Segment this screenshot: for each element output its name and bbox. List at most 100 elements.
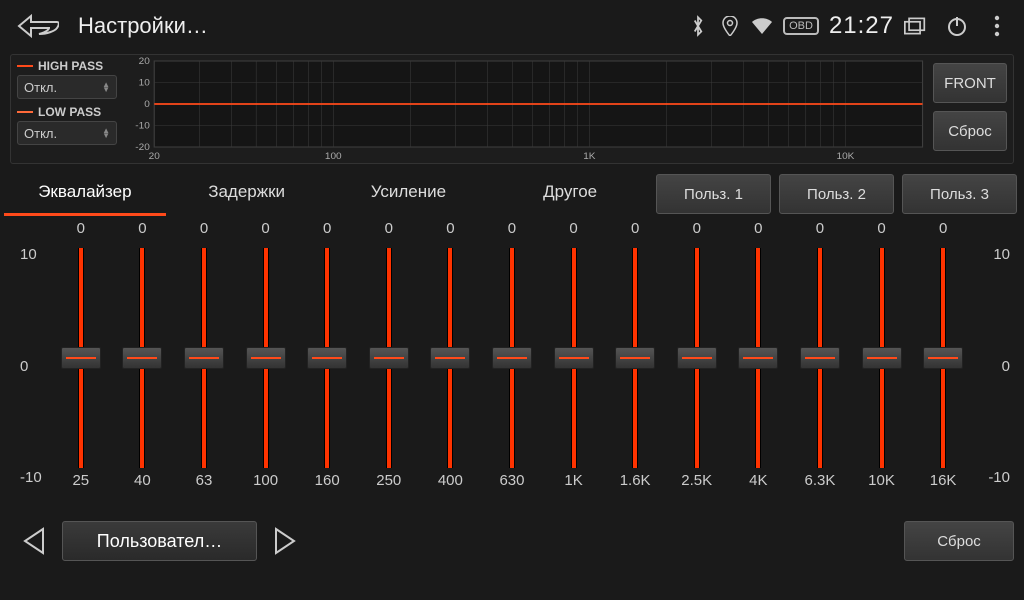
frequency-response-graph: 20100-10-20201001K10K <box>123 55 927 163</box>
eq-slider[interactable] <box>447 248 453 468</box>
high-pass-label: HIGH PASS <box>17 59 117 73</box>
next-preset-button[interactable] <box>263 521 309 561</box>
wifi-icon <box>751 15 773 37</box>
eq-freq-label: 6.3K <box>804 472 835 498</box>
power-icon[interactable] <box>946 15 968 37</box>
equalizer-area: 10 0 -10 0250400630100016002500400063001… <box>0 216 1024 516</box>
low-pass-select[interactable]: Откл. ▲▼ <box>17 121 117 145</box>
current-preset-display[interactable]: Пользовател… <box>62 521 257 561</box>
eq-value: 0 <box>631 220 639 244</box>
eq-band-400: 0 400 <box>420 220 482 516</box>
tab-2[interactable]: Усиление <box>328 170 490 216</box>
filter-panel: HIGH PASS Откл. ▲▼ LOW PASS Откл. ▲▼ 20 1… <box>10 54 1014 164</box>
eq-band-250: 0 250 <box>358 220 420 516</box>
tab-1[interactable]: Задержки <box>166 170 328 216</box>
eq-scale-right: 10 0 -10 <box>974 220 1010 516</box>
location-icon <box>719 15 741 37</box>
svg-text:20: 20 <box>139 57 150 67</box>
bottom-bar: Пользовател… Сброс <box>0 516 1024 566</box>
svg-text:100: 100 <box>325 151 342 161</box>
eq-value: 0 <box>754 220 762 244</box>
eq-slider[interactable] <box>509 248 515 468</box>
eq-freq-label: 2.5K <box>681 472 712 498</box>
eq-freq-label: 10K <box>868 472 895 498</box>
high-pass-select[interactable]: Откл. ▲▼ <box>17 75 117 99</box>
eq-value: 0 <box>508 220 516 244</box>
eq-value: 0 <box>323 220 331 244</box>
page-title: Настройки… <box>78 13 208 39</box>
eq-slider[interactable] <box>386 248 392 468</box>
svg-text:0: 0 <box>144 99 150 109</box>
eq-band-1.6K: 0 1.6K <box>604 220 666 516</box>
eq-freq-label: 40 <box>134 472 151 498</box>
svg-text:-10: -10 <box>135 121 150 131</box>
eq-slider[interactable] <box>139 248 145 468</box>
reset-filter-button[interactable]: Сброс <box>933 111 1007 151</box>
eq-slider[interactable] <box>632 248 638 468</box>
back-button[interactable] <box>16 12 60 40</box>
eq-slider[interactable] <box>201 248 207 468</box>
eq-band-16K: 0 16K <box>912 220 974 516</box>
eq-value: 0 <box>569 220 577 244</box>
preset-3-button[interactable]: Польз. 3 <box>902 174 1017 214</box>
eq-band-25: 0 25 <box>50 220 112 516</box>
eq-value: 0 <box>816 220 824 244</box>
eq-slider[interactable] <box>694 248 700 468</box>
bluetooth-icon <box>687 15 709 37</box>
eq-freq-label: 250 <box>376 472 401 498</box>
windows-icon[interactable] <box>904 15 926 37</box>
eq-freq-label: 1.6K <box>620 472 651 498</box>
eq-slider[interactable] <box>817 248 823 468</box>
tab-bar: ЭквалайзерЗадержкиУсилениеДругое Польз. … <box>0 170 1024 216</box>
eq-slider[interactable] <box>755 248 761 468</box>
eq-freq-label: 400 <box>438 472 463 498</box>
reset-eq-button[interactable]: Сброс <box>904 521 1014 561</box>
svg-text:1K: 1K <box>583 151 596 161</box>
eq-value: 0 <box>939 220 947 244</box>
eq-freq-label: 25 <box>72 472 89 498</box>
eq-band-10K: 0 10K <box>851 220 913 516</box>
svg-text:20: 20 <box>149 151 160 161</box>
eq-freq-label: 16K <box>930 472 957 498</box>
eq-freq-label: 4K <box>749 472 767 498</box>
eq-band-63: 0 63 <box>173 220 235 516</box>
eq-slider[interactable] <box>263 248 269 468</box>
svg-text:-20: -20 <box>135 142 150 152</box>
eq-slider[interactable] <box>324 248 330 468</box>
eq-value: 0 <box>693 220 701 244</box>
eq-band-100: 0100 <box>235 220 297 516</box>
svg-text:10K: 10K <box>837 151 856 161</box>
eq-freq-label: 63 <box>196 472 213 498</box>
eq-value: 0 <box>138 220 146 244</box>
tab-3[interactable]: Другое <box>489 170 651 216</box>
eq-band-630: 0 630 <box>481 220 543 516</box>
eq-band-6.3K: 0 6.3K <box>789 220 851 516</box>
eq-value: 0 <box>385 220 393 244</box>
obd-badge: OBD <box>783 17 819 35</box>
front-button[interactable]: FRONT <box>933 63 1007 103</box>
eq-freq-label: 1K <box>564 472 582 498</box>
eq-value: 0 <box>261 220 269 244</box>
low-pass-label: LOW PASS <box>17 105 117 119</box>
eq-band-2.5K: 0 2.5K <box>666 220 728 516</box>
preset-2-button[interactable]: Польз. 2 <box>779 174 894 214</box>
eq-slider[interactable] <box>940 248 946 468</box>
eq-band-4K: 0 4K <box>728 220 790 516</box>
svg-text:10: 10 <box>139 78 150 88</box>
tab-0[interactable]: Эквалайзер <box>4 170 166 216</box>
eq-slider[interactable] <box>78 248 84 468</box>
eq-freq-label: 630 <box>499 472 524 498</box>
eq-value: 0 <box>77 220 85 244</box>
eq-slider[interactable] <box>879 248 885 468</box>
eq-band-160: 0160 <box>296 220 358 516</box>
eq-slider[interactable] <box>571 248 577 468</box>
clock: 21:27 <box>829 12 894 40</box>
eq-band-1K: 0 1K <box>543 220 605 516</box>
filter-controls: HIGH PASS Откл. ▲▼ LOW PASS Откл. ▲▼ <box>11 55 123 163</box>
eq-value: 0 <box>200 220 208 244</box>
menu-dots-icon[interactable] <box>986 15 1008 37</box>
prev-preset-button[interactable] <box>10 521 56 561</box>
eq-value: 0 <box>877 220 885 244</box>
preset-1-button[interactable]: Польз. 1 <box>656 174 771 214</box>
eq-value: 0 <box>446 220 454 244</box>
